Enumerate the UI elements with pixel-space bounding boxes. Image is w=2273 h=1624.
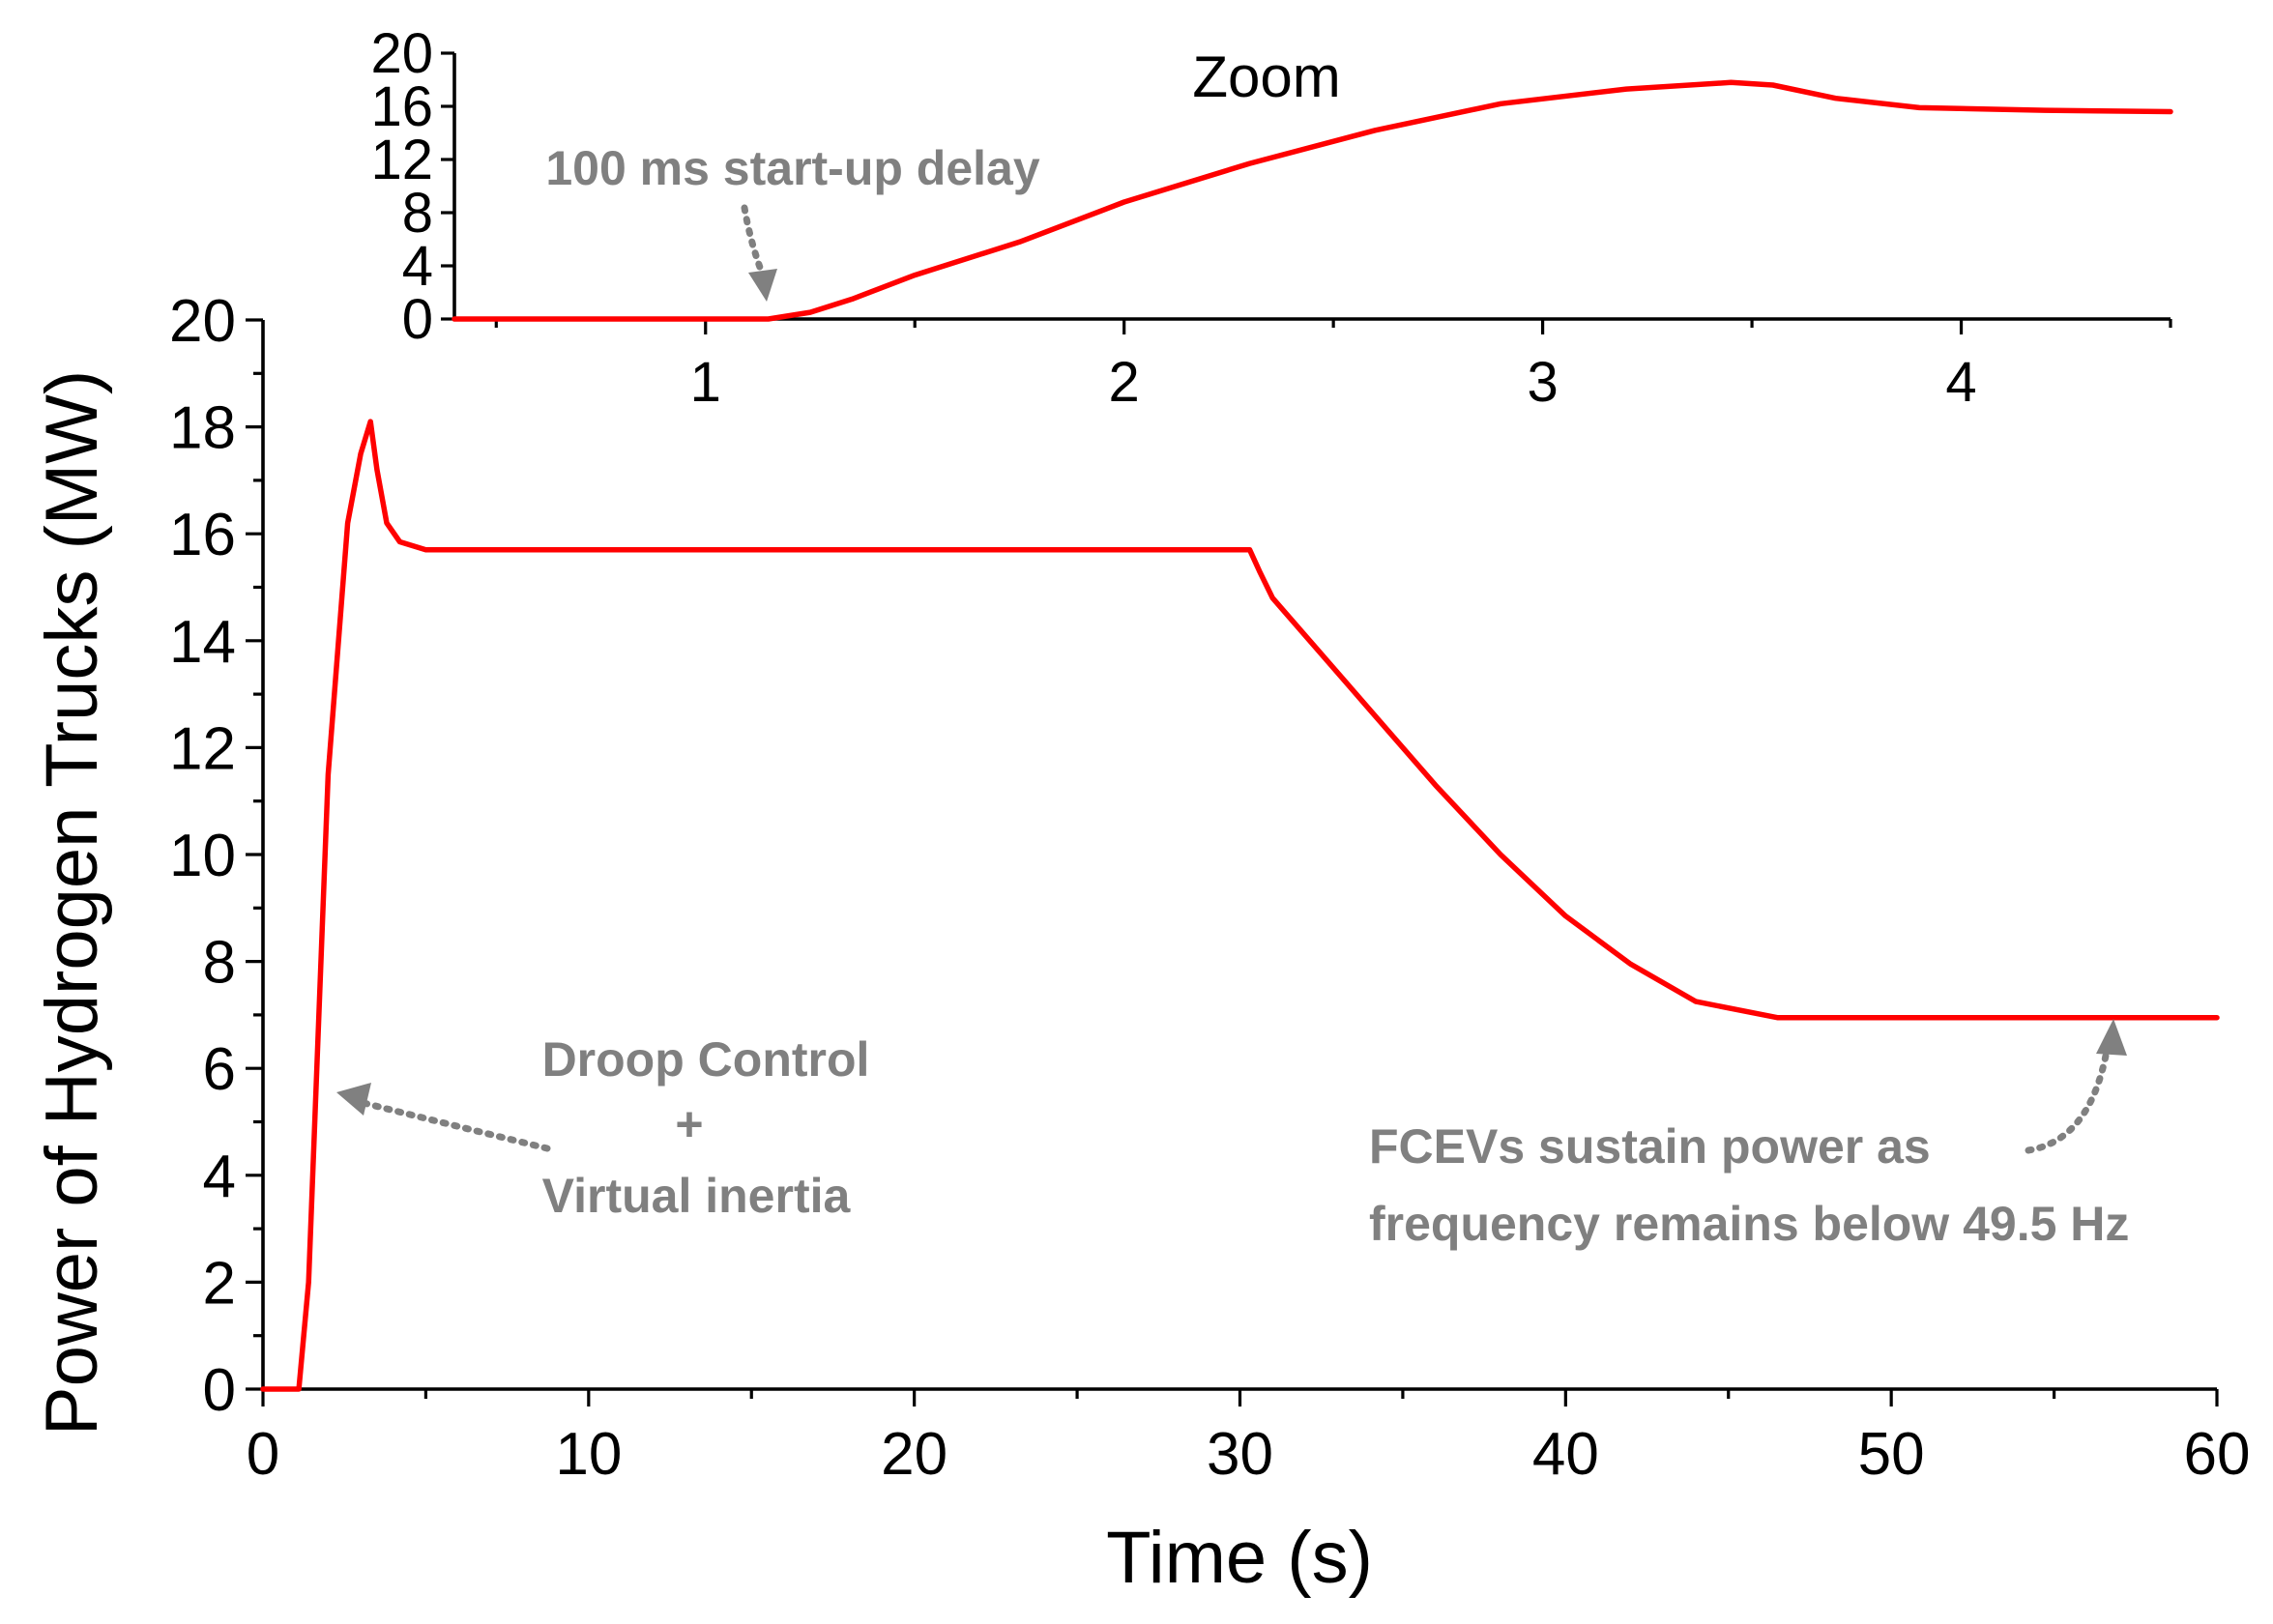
zoom-y-tick-label: 20 [370,22,433,85]
zoom-x-tick-label: 3 [1527,351,1558,414]
annotation-fcevs-line2: frequency remains below 49.5 Hz [1369,1197,2129,1251]
main-x-tick-label: 10 [555,1421,622,1488]
annotation-fcevs-arrowhead [2096,1019,2127,1056]
main-y-tick-label: 10 [169,823,236,889]
main-y-axis-title: Power of Hydrogen Trucks (MW) [31,370,113,1436]
zoom-y-tick-label: 16 [370,75,433,138]
main-series-line [260,419,2220,1392]
main-x-tick-label: 60 [2184,1421,2251,1488]
main-x-axis-title: Time (s) [1106,1517,1373,1599]
annotation-startup-arrowhead [748,269,777,302]
zoom-y-tick-label: 4 [402,235,433,298]
main-y-tick-label: 4 [203,1144,236,1210]
annotation-droop-plus: + [675,1097,703,1151]
main-x-tick-label: 50 [1858,1421,1925,1488]
annotation-fcevs-arrow [2025,1052,2110,1154]
main-y-tick-label: 14 [169,609,236,676]
main-x-tick-label: 40 [1532,1421,1599,1488]
main-y-tick-label: 6 [203,1036,236,1103]
zoom-x-tick-label: 2 [1109,351,1140,414]
annotation-droop-arrow [356,1098,551,1152]
annotation-droop-control: Droop Control [542,1032,870,1087]
main-y-tick-label: 12 [169,715,236,782]
main-x-tick-label: 30 [1207,1421,1273,1488]
main-y-tick-label: 8 [203,930,236,997]
annotation-fcevs-line1: FCEVs sustain power as [1369,1119,1931,1174]
zoom-series-line [452,79,2173,322]
annotation-startup-arrow [741,204,766,276]
zoom-x-tick-label: 4 [1945,351,1976,414]
main-y-tick-label: 20 [169,288,236,355]
annotation-virtual-inertia: Virtual inertia [542,1169,852,1223]
main-x-tick-label: 20 [881,1421,947,1488]
zoom-y-tick-label: 8 [402,182,433,245]
zoom-y-tick-label: 0 [402,288,433,351]
annotation-droop-arrowhead [336,1083,371,1116]
annotation-startup-delay: 100 ms start-up delay [545,141,1040,195]
main-y-tick-label: 18 [169,395,236,462]
main-y-tick-label: 2 [203,1250,236,1317]
main-x-tick-label: 0 [247,1421,279,1488]
zoom-title: Zoom [1192,44,1340,109]
zoom-x-tick-label: 1 [690,351,721,414]
zoom-y-tick-label: 12 [370,129,433,191]
main-y-tick-label: 0 [203,1357,236,1424]
main-y-tick-label: 16 [169,502,236,568]
